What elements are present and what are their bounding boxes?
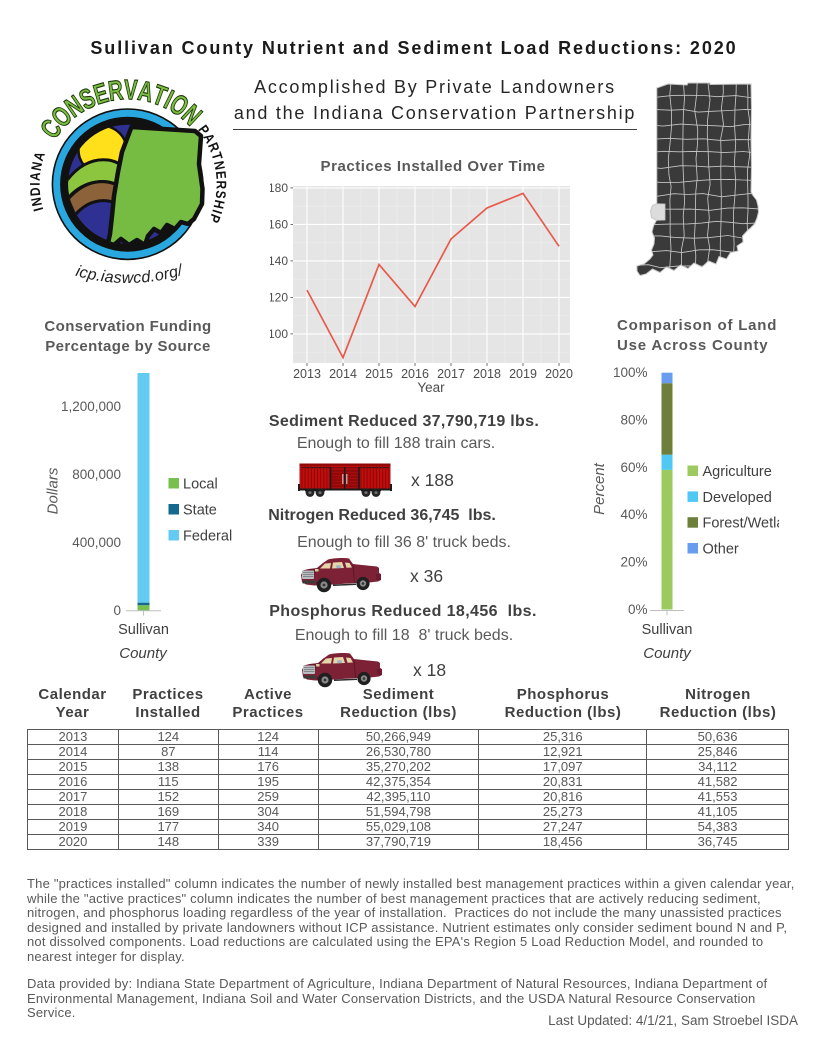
svg-text:160: 160 [270, 217, 288, 231]
svg-text:A: A [30, 149, 48, 163]
svg-text:N: N [28, 160, 46, 172]
svg-text:.: . [95, 268, 102, 285]
svg-text:r: r [162, 265, 171, 283]
svg-text:R: R [107, 75, 126, 108]
svg-text:i: i [74, 263, 82, 280]
svg-text:D: D [27, 187, 44, 197]
svg-text:1,200,000: 1,200,000 [61, 399, 121, 414]
svg-text:180: 180 [270, 181, 288, 195]
svg-text:2013: 2013 [293, 367, 321, 381]
svg-text:County: County [119, 645, 168, 662]
svg-text:V: V [123, 75, 138, 106]
svg-text:Local: Local [183, 477, 218, 493]
svg-text:Sullivan: Sullivan [118, 622, 169, 638]
svg-text:140: 140 [270, 254, 288, 268]
svg-text:Other: Other [703, 542, 739, 558]
svg-text:o: o [153, 267, 165, 285]
svg-text:60%: 60% [620, 460, 647, 475]
svg-text:2016: 2016 [401, 367, 429, 381]
svg-text:2015: 2015 [365, 367, 393, 381]
svg-text:2018: 2018 [473, 367, 501, 381]
svg-text:w: w [122, 270, 135, 287]
svg-text:Dollars: Dollars [45, 467, 62, 514]
svg-text:A: A [27, 171, 44, 181]
svg-text:2017: 2017 [437, 367, 465, 381]
svg-text:T: T [208, 150, 226, 162]
svg-text:Sullivan: Sullivan [642, 622, 693, 638]
svg-text:800,000: 800,000 [72, 467, 121, 482]
svg-text:c: c [133, 270, 142, 287]
svg-text:H: H [210, 198, 228, 210]
svg-text:Forest/Wetland: Forest/Wetland [703, 516, 780, 532]
svg-text:400,000: 400,000 [72, 535, 121, 550]
svg-text:120: 120 [270, 290, 288, 304]
svg-text:100%: 100% [613, 365, 648, 380]
svg-text:2019: 2019 [509, 367, 537, 381]
svg-text:0%: 0% [628, 602, 648, 617]
svg-text:.: . [149, 268, 156, 285]
svg-text:g: g [167, 263, 180, 282]
svg-text:d: d [141, 269, 153, 287]
svg-text:2014: 2014 [329, 367, 357, 381]
svg-text:I: I [209, 208, 225, 216]
svg-text:County: County [643, 645, 692, 662]
svg-text:a: a [104, 269, 115, 287]
svg-text:R: R [213, 180, 229, 189]
svg-text:40%: 40% [620, 507, 647, 522]
svg-text:I: I [30, 206, 46, 214]
svg-text:Percent: Percent [591, 462, 608, 515]
svg-text:N: N [211, 159, 229, 171]
svg-text:2020: 2020 [545, 367, 573, 381]
svg-text:s: s [113, 270, 122, 287]
svg-text:i: i [100, 268, 106, 285]
svg-text:Federal: Federal [183, 529, 232, 545]
svg-text:E: E [213, 170, 230, 180]
svg-text:Agriculture: Agriculture [703, 464, 772, 480]
svg-text:S: S [212, 190, 229, 200]
svg-text:A: A [135, 76, 155, 109]
svg-text:c: c [78, 264, 90, 282]
svg-text:Developed: Developed [703, 490, 772, 506]
svg-text:20%: 20% [620, 555, 647, 570]
svg-text:Year: Year [417, 380, 445, 395]
svg-text:State: State [183, 503, 217, 519]
svg-text:I: I [27, 182, 43, 185]
svg-text:N: N [28, 196, 46, 208]
svg-text:p: p [85, 266, 98, 285]
svg-text:/: / [175, 262, 187, 280]
svg-text:0: 0 [113, 603, 121, 618]
svg-text:100: 100 [270, 327, 288, 341]
svg-text:80%: 80% [620, 413, 647, 428]
